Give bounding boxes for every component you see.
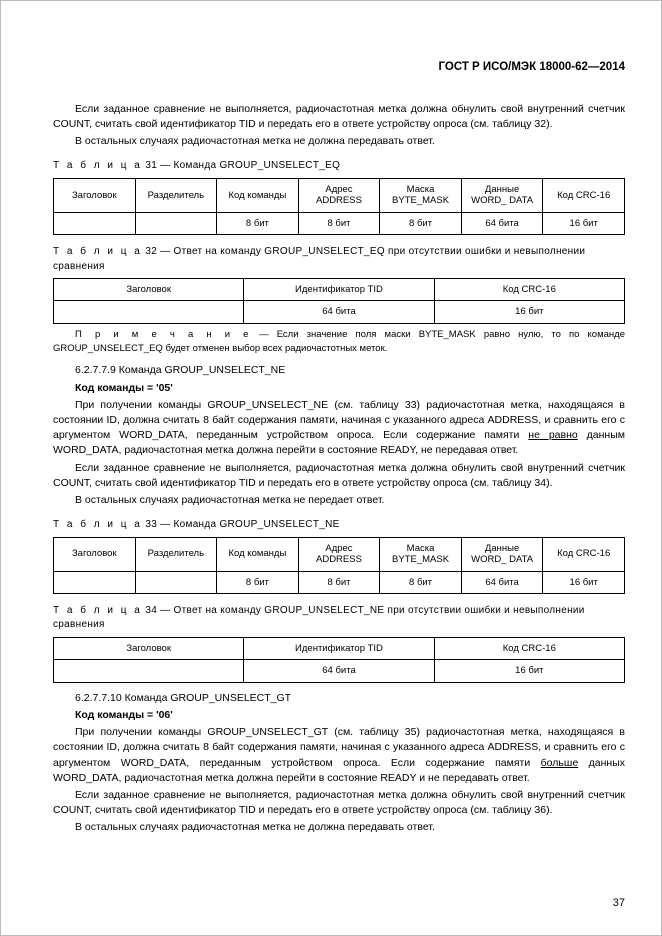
td xyxy=(135,212,217,234)
th: Идентификатор TID xyxy=(244,637,434,659)
th: Заголовок xyxy=(54,279,244,301)
note: П р и м е ч а н и е — Если значение поля… xyxy=(53,328,625,356)
td: 64 бита xyxy=(461,212,543,234)
paragraph: Если заданное сравнение не выполняется, … xyxy=(53,102,625,132)
th: Разделитель xyxy=(135,537,217,571)
paragraph: В остальных случаях радиочастотная метка… xyxy=(53,134,625,149)
table-34: Заголовок Идентификатор TID Код CRC-16 6… xyxy=(53,637,625,683)
th: Код команды xyxy=(217,178,299,212)
table-32: Заголовок Идентификатор TID Код CRC-16 6… xyxy=(53,278,625,324)
td: 64 бита xyxy=(461,571,543,593)
th: Идентификатор TID xyxy=(244,279,434,301)
th: МаскаBYTE_MASK xyxy=(380,178,462,212)
paragraph: В остальных случаях радиочастотная метка… xyxy=(53,493,625,508)
code-label: Код команды = '05' xyxy=(53,381,625,396)
page-number: 37 xyxy=(613,897,625,909)
section-heading: 6.2.7.7.9 Команда GROUP_UNSELECT_NE xyxy=(53,363,625,378)
td: 16 бит xyxy=(434,660,624,682)
td xyxy=(54,212,136,234)
paragraph: При получении команды GROUP_UNSELECT_GT … xyxy=(53,725,625,786)
paragraph: Если заданное сравнение не выполняется, … xyxy=(53,461,625,491)
th: МаскаBYTE_MASK xyxy=(380,537,462,571)
td xyxy=(54,660,244,682)
paragraph: В остальных случаях радиочастотная метка… xyxy=(53,820,625,835)
td: 8 бит xyxy=(380,571,462,593)
td: 16 бит xyxy=(434,301,624,323)
td: 8 бит xyxy=(298,212,380,234)
table-31: Заголовок Разделитель Код команды АдресA… xyxy=(53,178,625,235)
th: ДанныеWORD_ DATA xyxy=(461,537,543,571)
table-caption-31: Т а б л и ц а 31 — Команда GROUP_UNSELEC… xyxy=(53,159,625,174)
td: 64 бита xyxy=(244,660,434,682)
td: 16 бит xyxy=(543,212,625,234)
td: 8 бит xyxy=(380,212,462,234)
td: 16 бит xyxy=(543,571,625,593)
paragraph: Если заданное сравнение не выполняется, … xyxy=(53,788,625,818)
content-area: ГОСТ Р ИСО/МЭК 18000-62—2014 Если заданн… xyxy=(53,59,625,838)
table-33: Заголовок Разделитель Код команды АдресA… xyxy=(53,537,625,594)
document-page: ГОСТ Р ИСО/МЭК 18000-62—2014 Если заданн… xyxy=(0,0,662,936)
td xyxy=(54,301,244,323)
td xyxy=(54,571,136,593)
td: 8 бит xyxy=(217,212,299,234)
paragraph: При получении команды GROUP_UNSELECT_NE … xyxy=(53,398,625,459)
th: АдресADDRESS xyxy=(298,537,380,571)
th: Код CRC-16 xyxy=(543,178,625,212)
td: 8 бит xyxy=(298,571,380,593)
th: Код команды xyxy=(217,537,299,571)
section-heading: 6.2.7.7.10 Команда GROUP_UNSELECT_GT xyxy=(53,691,625,706)
th: Код CRC-16 xyxy=(434,279,624,301)
th: Заголовок xyxy=(54,178,136,212)
th: ДанныеWORD_ DATA xyxy=(461,178,543,212)
th: Код CRC-16 xyxy=(434,637,624,659)
table-caption-34: Т а б л и ц а 34 — Ответ на команду GROU… xyxy=(53,604,625,633)
table-caption-33: Т а б л и ц а 33 — Команда GROUP_UNSELEC… xyxy=(53,518,625,533)
th: Разделитель xyxy=(135,178,217,212)
th: АдресADDRESS xyxy=(298,178,380,212)
th: Заголовок xyxy=(54,637,244,659)
th: Заголовок xyxy=(54,537,136,571)
th: Код CRC-16 xyxy=(543,537,625,571)
code-label: Код команды = '06' xyxy=(53,708,625,723)
doc-standard-header: ГОСТ Р ИСО/МЭК 18000-62—2014 xyxy=(53,59,625,76)
td: 8 бит xyxy=(217,571,299,593)
td xyxy=(135,571,217,593)
table-caption-32: Т а б л и ц а 32 — Ответ на команду GROU… xyxy=(53,245,625,274)
td: 64 бита xyxy=(244,301,434,323)
